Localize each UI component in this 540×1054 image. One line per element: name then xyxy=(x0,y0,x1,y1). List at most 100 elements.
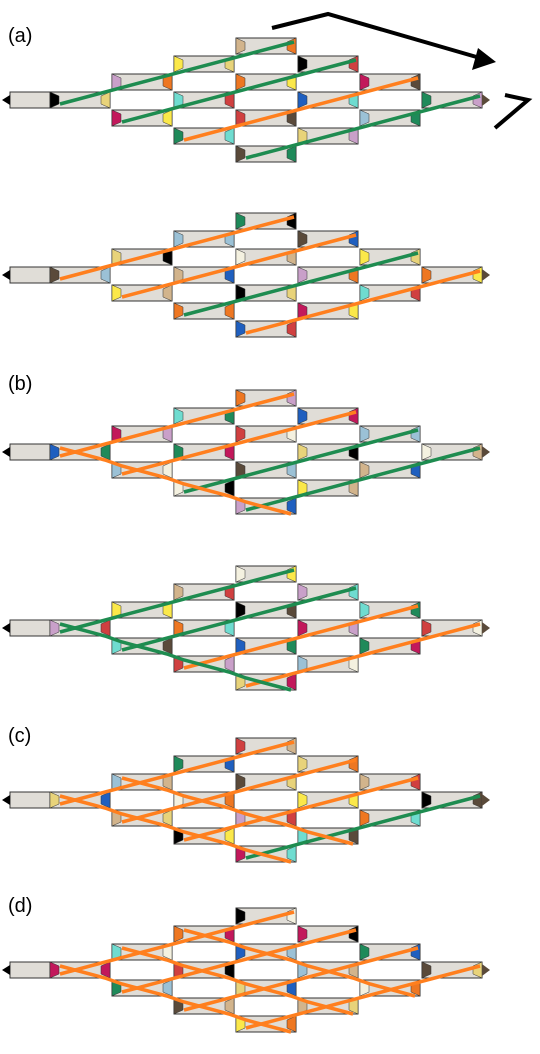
port xyxy=(359,637,370,655)
port xyxy=(235,389,246,407)
panel-label: (d) xyxy=(8,895,32,917)
signal-path xyxy=(183,604,419,670)
port xyxy=(421,619,432,637)
port xyxy=(235,284,246,302)
port xyxy=(297,791,308,809)
port xyxy=(359,943,370,961)
port xyxy=(421,266,432,284)
port xyxy=(297,302,308,320)
port xyxy=(111,943,122,961)
port xyxy=(173,230,184,248)
lattice xyxy=(2,907,490,1034)
port xyxy=(100,266,111,284)
port xyxy=(235,109,246,127)
signal-path xyxy=(121,58,357,124)
direction-arrow xyxy=(271,11,533,130)
port xyxy=(111,73,122,91)
signal-path xyxy=(59,215,295,281)
port xyxy=(235,73,246,91)
port xyxy=(111,284,122,302)
port xyxy=(359,461,370,479)
port xyxy=(235,637,246,655)
port xyxy=(286,497,297,515)
port xyxy=(297,655,308,673)
port xyxy=(482,964,490,976)
port xyxy=(297,583,308,601)
port xyxy=(224,127,235,145)
port xyxy=(235,601,246,619)
port xyxy=(2,95,10,105)
port xyxy=(173,619,184,637)
port xyxy=(173,266,184,284)
port xyxy=(2,795,10,805)
panel-label: (b) xyxy=(8,373,32,395)
port xyxy=(235,212,246,230)
port xyxy=(482,94,490,106)
port xyxy=(359,73,370,91)
port xyxy=(173,91,184,109)
port xyxy=(482,794,490,806)
port xyxy=(173,755,184,773)
waveguide xyxy=(9,91,51,109)
signal-path xyxy=(59,40,295,106)
port xyxy=(100,91,111,109)
port xyxy=(111,773,122,791)
port xyxy=(173,55,184,73)
port xyxy=(100,791,111,809)
port xyxy=(359,425,370,443)
waveguide xyxy=(9,443,51,461)
port xyxy=(297,127,308,145)
signal-path xyxy=(59,964,292,1034)
port xyxy=(173,925,184,943)
signal-path xyxy=(121,776,354,846)
port xyxy=(235,565,246,583)
port xyxy=(162,461,173,479)
port xyxy=(224,827,235,845)
port xyxy=(421,91,432,109)
port xyxy=(359,601,370,619)
port xyxy=(111,601,122,619)
port xyxy=(224,655,235,673)
panel-label: (c) xyxy=(8,725,31,747)
signal-path xyxy=(183,946,419,1012)
port xyxy=(286,145,297,163)
port xyxy=(49,266,60,284)
port xyxy=(111,109,122,127)
signal-path xyxy=(59,622,292,692)
port xyxy=(359,248,370,266)
port xyxy=(421,791,432,809)
port xyxy=(100,443,111,461)
signal-path xyxy=(183,76,419,142)
port xyxy=(100,961,111,979)
port xyxy=(2,447,10,457)
port xyxy=(297,443,308,461)
port xyxy=(162,284,173,302)
port xyxy=(162,979,173,997)
port xyxy=(49,619,60,637)
port xyxy=(235,248,246,266)
lattice xyxy=(2,565,490,692)
panel-label: (a) xyxy=(8,25,32,47)
port xyxy=(111,425,122,443)
port xyxy=(235,320,246,338)
port xyxy=(421,961,432,979)
port xyxy=(286,320,297,338)
port xyxy=(162,637,173,655)
signal-path xyxy=(183,928,416,998)
port xyxy=(297,55,308,73)
signal-path xyxy=(245,94,481,160)
port xyxy=(173,583,184,601)
port xyxy=(359,809,370,827)
port xyxy=(162,809,173,827)
signal-path xyxy=(121,410,357,476)
port xyxy=(235,737,246,755)
signal-path xyxy=(245,622,481,688)
port xyxy=(297,407,308,425)
port xyxy=(224,302,235,320)
signal-path xyxy=(59,794,292,864)
signal-path xyxy=(121,233,357,299)
waveguide xyxy=(9,619,51,637)
port xyxy=(297,230,308,248)
port xyxy=(2,270,10,280)
